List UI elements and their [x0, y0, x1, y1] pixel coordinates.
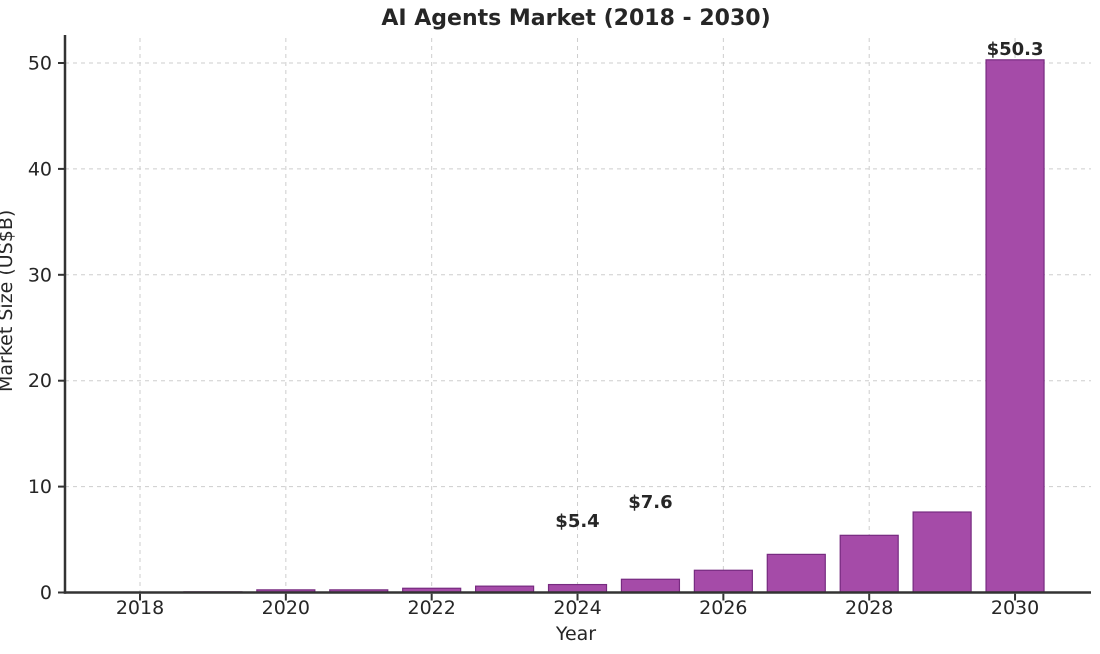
bar-value-label: $5.4 — [555, 511, 599, 532]
chart-title: AI Agents Market (2018 - 2030) — [381, 6, 771, 31]
x-axis-label: Year — [555, 623, 597, 645]
y-tick-label: 40 — [28, 158, 52, 180]
x-tick-label: 2026 — [699, 597, 747, 619]
bar-2026 — [693, 569, 753, 594]
bar-value-label: $50.3 — [987, 39, 1044, 60]
y-tick-label: 10 — [28, 476, 52, 498]
x-tick-label: 2028 — [845, 597, 893, 619]
y-tick-label: 0 — [40, 582, 52, 604]
bar-2025 — [620, 578, 681, 594]
x-tick-label: 2018 — [116, 597, 164, 619]
x-tick-label: 2024 — [553, 597, 601, 619]
bar-2027 — [766, 553, 826, 594]
x-tick-label: 2022 — [408, 597, 456, 619]
bar-value-label: $7.6 — [628, 492, 672, 513]
y-tick-label: 50 — [28, 53, 52, 75]
bar-2030 — [985, 59, 1045, 594]
y-tick-label: 20 — [28, 370, 52, 392]
x-tick-label: 2020 — [262, 597, 310, 619]
bar-2029 — [912, 511, 972, 594]
bar-2028 — [839, 534, 899, 594]
x-tick-label: 2030 — [991, 597, 1039, 619]
y-tick-label: 30 — [28, 264, 52, 286]
